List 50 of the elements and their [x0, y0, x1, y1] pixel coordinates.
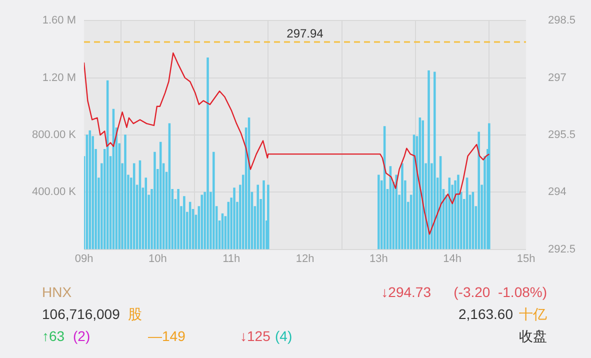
text: ↑63	[42, 328, 65, 344]
x-tick-label: 13h	[369, 253, 388, 266]
x-tick-label: 12h	[296, 253, 314, 266]
bar	[212, 152, 215, 250]
bar	[422, 120, 424, 250]
bar	[378, 174, 380, 250]
text: —149	[148, 328, 186, 344]
bar	[256, 184, 259, 250]
y2-tick-label: 297	[548, 72, 566, 84]
y2-tick-label: 295.5	[548, 129, 576, 142]
x-tick-label: 09h	[74, 253, 94, 266]
y2-tick-label: 294	[548, 186, 566, 198]
y-tick-label: 800.00 K	[32, 129, 77, 142]
text: (4)	[275, 328, 292, 344]
y2-tick-label: 292.5	[548, 243, 576, 256]
y-tick-label: 1.20 M	[42, 72, 76, 84]
text: (-3.20 -1.08%)	[454, 284, 547, 300]
text: 收盘	[519, 328, 547, 346]
bar	[267, 184, 270, 250]
text: 十亿	[519, 306, 547, 324]
x-tick-label: 10h	[148, 253, 167, 266]
text: HNX	[42, 284, 72, 300]
bar	[200, 194, 203, 250]
bar	[154, 152, 156, 250]
y2-tick-label: 298.5	[548, 14, 576, 27]
bar	[183, 196, 186, 250]
bar	[488, 123, 490, 250]
bar	[434, 72, 436, 250]
bar	[124, 134, 126, 250]
bar	[233, 188, 236, 250]
x-tick-label: 11h	[222, 253, 240, 266]
x-tick-label: 15h	[516, 253, 536, 266]
bar	[478, 132, 480, 250]
text: 106,716,009	[42, 306, 120, 322]
bar	[206, 57, 209, 250]
bar	[428, 70, 430, 250]
ref-line-label: 297.94	[286, 26, 324, 40]
bar	[177, 189, 180, 250]
bar	[457, 174, 460, 250]
text: ↓294.73	[381, 284, 431, 300]
text: ↓125	[240, 328, 270, 344]
text: 2,163.60	[458, 306, 513, 322]
x-tick-label: 14h	[443, 253, 462, 266]
text: (2)	[73, 328, 90, 344]
bar	[262, 180, 265, 250]
bar	[401, 163, 404, 250]
bar	[395, 174, 398, 250]
y-tick-label: 1.60 M	[42, 14, 76, 27]
text: 股	[128, 306, 142, 324]
y-tick-label: 400.00 K	[32, 186, 77, 198]
